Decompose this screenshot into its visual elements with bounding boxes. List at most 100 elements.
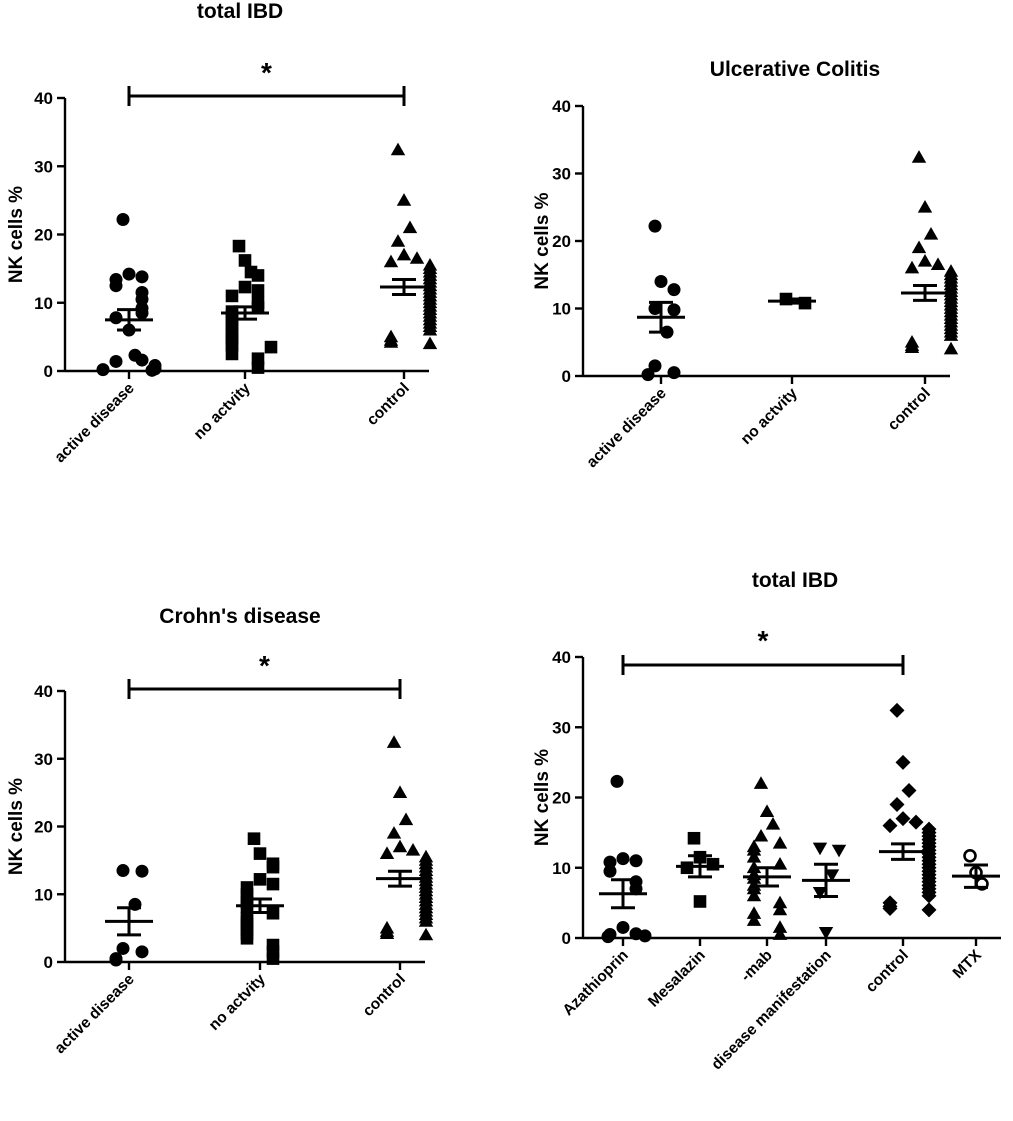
data-point	[379, 926, 395, 939]
data-point	[418, 914, 434, 927]
data-point	[392, 785, 408, 799]
data-point	[882, 900, 898, 916]
x-category-label: no actvity	[206, 971, 269, 1034]
data-point	[405, 843, 421, 856]
data-point	[402, 220, 418, 234]
y-axis-label: NK cells %	[532, 192, 553, 289]
data-point	[901, 782, 917, 798]
x-category-label: active disease	[583, 385, 670, 472]
data-point	[759, 804, 775, 817]
data-point	[392, 839, 408, 853]
data-point	[831, 844, 847, 858]
significance-star: *	[758, 625, 769, 656]
data-point	[135, 270, 149, 284]
data-point	[746, 860, 762, 874]
data-point	[603, 864, 617, 878]
series-mtx	[952, 849, 1000, 891]
data-point	[264, 340, 278, 354]
y-tick-label: 0	[44, 953, 53, 972]
series-control	[901, 150, 959, 355]
y-axis-label: NK cells %	[6, 778, 27, 875]
data-point	[746, 888, 762, 902]
data-point	[746, 881, 762, 895]
data-point	[379, 846, 395, 859]
y-tick-label: 20	[34, 226, 53, 245]
data-point	[266, 860, 280, 874]
data-point	[390, 234, 406, 247]
data-point	[253, 873, 267, 886]
data-point	[422, 336, 438, 350]
data-point	[135, 353, 149, 367]
data-point	[601, 930, 615, 944]
series-no-actvity	[221, 239, 278, 374]
significance-star: *	[259, 650, 270, 681]
series-no-actvity	[768, 292, 816, 310]
data-point	[889, 702, 905, 718]
chart-title: total IBD	[197, 0, 283, 23]
data-point	[911, 150, 927, 163]
data-point	[109, 311, 123, 325]
y-tick-label: 0	[44, 362, 53, 381]
data-point	[603, 855, 617, 869]
y-tick-label: 30	[552, 165, 571, 184]
data-point	[253, 847, 267, 860]
data-point	[247, 832, 261, 845]
data-point	[109, 354, 123, 368]
y-tick-label: 30	[34, 750, 53, 769]
data-point	[629, 854, 643, 868]
data-point	[654, 275, 668, 288]
data-point	[225, 289, 239, 303]
x-category-label: MTX	[950, 946, 986, 982]
y-tick-label: 30	[552, 718, 571, 737]
data-point	[824, 869, 840, 882]
series--mab	[743, 776, 791, 940]
data-point	[921, 888, 937, 904]
data-point	[812, 842, 828, 856]
data-point	[746, 850, 762, 863]
data-point	[818, 926, 834, 940]
series-control	[380, 142, 438, 350]
data-point	[772, 835, 788, 849]
x-category-label: control	[863, 947, 912, 996]
data-point	[638, 929, 652, 943]
series-active-disease	[105, 864, 153, 967]
data-point	[753, 828, 769, 842]
y-tick-label: 40	[552, 97, 571, 116]
series-no-actvity	[236, 832, 284, 965]
data-point	[386, 735, 402, 748]
series-active-disease	[637, 219, 685, 382]
series-disease-manifestation	[802, 842, 850, 940]
chart-panel-2: Ulcerative Colitis 0 10 20 30 40 NK cells % act…	[532, 58, 959, 472]
data-point	[930, 257, 946, 271]
series-mesalazin	[676, 831, 724, 908]
data-point	[943, 328, 959, 341]
data-point	[667, 366, 681, 380]
y-tick-label: 10	[34, 294, 53, 313]
series-control	[879, 702, 937, 918]
data-point	[398, 812, 414, 826]
data-point	[746, 906, 762, 919]
data-point	[629, 882, 643, 896]
y-tick-label: 20	[552, 232, 571, 251]
data-point	[908, 814, 924, 830]
data-point	[904, 260, 920, 274]
y-tick-label: 40	[552, 648, 571, 667]
x-category-label: control	[360, 971, 409, 1020]
data-point	[667, 303, 681, 317]
data-point	[641, 368, 655, 382]
data-point	[746, 842, 762, 856]
data-point	[116, 941, 130, 955]
y-tick-label: 30	[34, 157, 53, 176]
data-point	[238, 254, 252, 267]
x-category-label: control	[885, 385, 934, 434]
series-active-disease	[96, 212, 162, 377]
y-tick-label: 40	[34, 682, 53, 701]
data-point	[895, 811, 911, 827]
data-point	[772, 927, 788, 940]
data-point	[923, 227, 939, 240]
data-point	[386, 826, 402, 839]
x-category-label: Mesalazin	[645, 947, 709, 1011]
data-point	[383, 335, 399, 348]
x-category-label: no actvity	[738, 385, 801, 448]
